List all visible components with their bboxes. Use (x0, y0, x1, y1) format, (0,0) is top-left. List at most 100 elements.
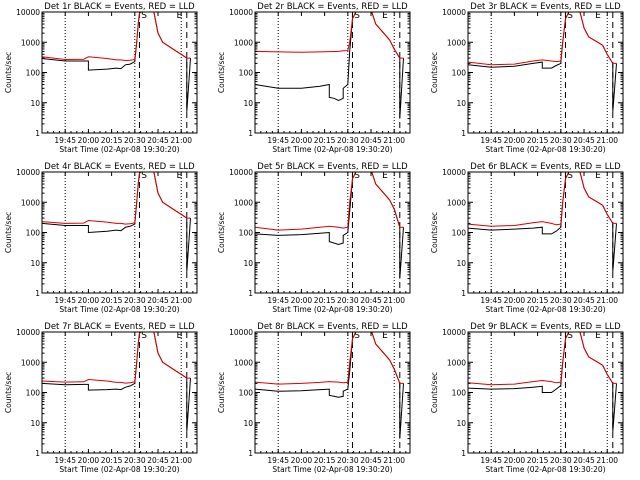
x-tick-label: 20:00 (504, 456, 526, 465)
series-group (42, 172, 191, 272)
y-tick-label: 1000 (234, 358, 253, 367)
x-tick-label: 20:00 (78, 136, 100, 145)
y-tick-label: 1 (248, 449, 253, 458)
start-marker: S (141, 331, 147, 341)
detector-panel: Det 6r BLACK = Events, RED = LLD S E 19:45 2… (426, 160, 639, 320)
x-tick-label: 21:00 (383, 456, 405, 465)
y-axis-label: Counts/sec (217, 52, 226, 93)
end-marker: E (595, 171, 601, 181)
x-tick-label: 21:00 (170, 456, 192, 465)
start-marker: S (567, 11, 573, 21)
x-axis-label: Start Time (02-Apr-08 19:30:20) (272, 145, 392, 154)
series-group (468, 172, 617, 272)
x-tick-label: 20:30 (337, 136, 359, 145)
lld-series-line (255, 172, 404, 231)
x-tick-label: 20:00 (78, 296, 100, 305)
y-tick-label: 10 (243, 99, 253, 108)
y-axis-label: Counts/sec (430, 52, 439, 93)
x-tick-label: 20:45 (573, 456, 595, 465)
chart-title: Det 9r BLACK = Events, RED = LLD (470, 322, 621, 332)
lld-series-line (468, 12, 617, 66)
lld-series-line (42, 172, 191, 225)
chart-title: Det 5r BLACK = Events, RED = LLD (257, 162, 408, 172)
series-group (255, 332, 404, 439)
x-axis-label: Start Time (02-Apr-08 19:30:20) (272, 305, 392, 314)
x-tick-label: 20:30 (550, 136, 572, 145)
y-axis-label: Counts/sec (217, 212, 226, 253)
y-axis-label: Counts/sec (217, 372, 226, 413)
x-tick-label: 19:45 (480, 296, 502, 305)
events-series-line (42, 12, 191, 112)
detector-panel: Det 4r BLACK = Events, RED = LLD S E 19:45 2… (0, 160, 213, 320)
y-tick-label: 10000 (16, 168, 40, 177)
x-tick-label: 19:45 (54, 136, 76, 145)
x-tick-label: 20:30 (550, 296, 572, 305)
x-tick-label: 20:15 (314, 456, 336, 465)
y-tick-label: 1 (248, 289, 253, 298)
y-tick-label: 10 (30, 99, 40, 108)
y-tick-label: 100 (239, 389, 254, 398)
detector-panel: Det 5r BLACK = Events, RED = LLD S E 19:45 2… (213, 160, 426, 320)
detector-panel: Det 8r BLACK = Events, RED = LLD S E 19:45 2… (213, 320, 426, 480)
y-tick-label: 100 (239, 229, 254, 238)
x-tick-label: 19:45 (267, 456, 289, 465)
x-tick-label: 19:45 (54, 456, 76, 465)
y-tick-label: 1 (461, 449, 466, 458)
start-marker: S (567, 171, 573, 181)
events-series-line (42, 332, 191, 432)
y-tick-label: 100 (26, 229, 41, 238)
y-tick-label: 100 (26, 389, 41, 398)
x-axis-label: Start Time (02-Apr-08 19:30:20) (59, 465, 179, 474)
x-tick-label: 20:00 (504, 296, 526, 305)
x-tick-label: 20:45 (147, 296, 169, 305)
y-tick-label: 10 (243, 419, 253, 428)
y-tick-label: 100 (26, 69, 41, 78)
detector-panel: Det 2r BLACK = Events, RED = LLD S E 19:45 2… (213, 0, 426, 160)
y-tick-label: 1 (35, 289, 40, 298)
lld-series-line (255, 12, 404, 59)
x-tick-label: 20:15 (527, 296, 549, 305)
x-tick-label: 21:00 (170, 136, 192, 145)
x-tick-label: 20:00 (291, 296, 313, 305)
x-axis-label: Start Time (02-Apr-08 19:30:20) (59, 305, 179, 314)
start-marker: S (354, 11, 360, 21)
x-tick-label: 20:15 (527, 136, 549, 145)
chart-title: Det 2r BLACK = Events, RED = LLD (257, 2, 408, 12)
end-marker: E (382, 331, 388, 341)
y-tick-label: 100 (239, 69, 254, 78)
x-tick-label: 20:00 (504, 136, 526, 145)
x-tick-label: 19:45 (480, 456, 502, 465)
y-tick-label: 100 (452, 389, 467, 398)
x-tick-label: 20:45 (360, 136, 382, 145)
end-marker: E (382, 11, 388, 21)
end-marker: E (595, 11, 601, 21)
series-group (255, 12, 404, 119)
events-series-line (468, 172, 617, 272)
y-tick-label: 1000 (234, 198, 253, 207)
y-tick-label: 100 (452, 229, 467, 238)
x-tick-label: 21:00 (596, 136, 618, 145)
x-tick-label: 20:45 (360, 296, 382, 305)
y-tick-label: 1000 (21, 198, 40, 207)
x-axis-label: Start Time (02-Apr-08 19:30:20) (485, 145, 605, 154)
lld-series-line (468, 172, 617, 227)
x-tick-label: 21:00 (383, 136, 405, 145)
series-group (255, 172, 404, 279)
detector-panel: Det 9r BLACK = Events, RED = LLD S E 19:45 2… (426, 320, 639, 480)
end-marker: E (382, 171, 388, 181)
lld-series-line (42, 332, 191, 384)
x-tick-label: 20:30 (124, 296, 146, 305)
x-tick-label: 20:30 (124, 136, 146, 145)
start-marker: S (567, 331, 573, 341)
y-axis-label: Counts/sec (430, 212, 439, 253)
x-tick-label: 19:45 (480, 136, 502, 145)
x-axis-label: Start Time (02-Apr-08 19:30:20) (59, 145, 179, 154)
x-tick-label: 20:00 (78, 456, 100, 465)
chart-title: Det 1r BLACK = Events, RED = LLD (44, 2, 195, 12)
